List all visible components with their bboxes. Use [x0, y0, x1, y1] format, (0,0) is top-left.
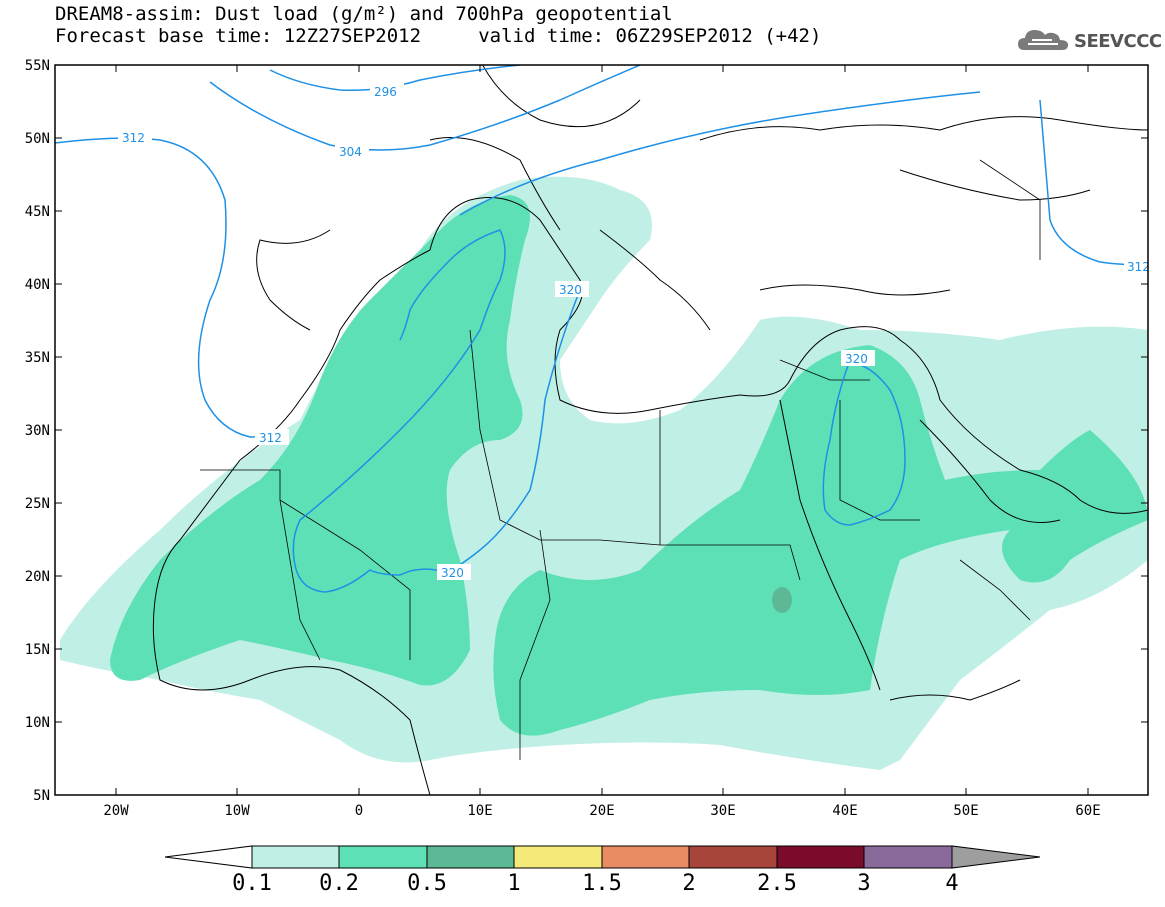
coastlines — [152, 65, 1148, 795]
colorbar-label-1: 1 — [507, 871, 521, 896]
contour-label-296: 296 — [374, 85, 397, 99]
contour-312-west — [55, 137, 271, 438]
lon-label-20e: 20E — [589, 803, 614, 819]
contour-312-east — [1039, 99, 1148, 266]
lat-label-40n: 40N — [25, 277, 50, 293]
lon-label-60e: 60E — [1075, 803, 1100, 819]
lat-label-30n: 30N — [25, 423, 50, 439]
contour-label-320-east: 320 — [845, 352, 868, 366]
lat-label-10n: 10N — [25, 715, 50, 731]
lat-label-50n: 50N — [25, 131, 50, 147]
lat-label-25n: 25N — [25, 496, 50, 512]
colorbar-label-0-1: 0.1 — [232, 871, 272, 896]
geopotential-contours — [55, 65, 1148, 593]
contour-label-320-north: 320 — [559, 283, 582, 297]
colorbar-label-1-5: 1.5 — [582, 871, 622, 896]
lon-label-40e: 40E — [832, 803, 857, 819]
colorbar-label-4: 4 — [945, 871, 959, 896]
contour-label-312-east: 312 — [1127, 260, 1150, 274]
colorbar-label-2: 2 — [682, 871, 696, 896]
lon-label-50e: 50E — [953, 803, 978, 819]
contour-label-304: 304 — [339, 145, 362, 159]
axis-ticks — [55, 64, 1148, 795]
colorbar-label-2-5: 2.5 — [757, 871, 797, 896]
contour-304 — [209, 65, 641, 151]
lon-label-20w: 20W — [103, 803, 129, 819]
seevccc-logo: SEEVCCC — [1016, 24, 1162, 60]
lat-label-20n: 20N — [25, 569, 50, 585]
dust-area-medium — [110, 195, 530, 686]
contour-320-east — [822, 359, 906, 526]
lon-label-10e: 10E — [467, 803, 492, 819]
contour-label-312-south: 312 — [259, 431, 282, 445]
colorbar-label-3: 3 — [857, 871, 871, 896]
contour-320-main — [292, 229, 581, 593]
lat-label-35n: 35N — [25, 350, 50, 366]
lat-label-5n: 5N — [33, 788, 50, 804]
colorbar-label-0-2: 0.2 — [319, 871, 359, 896]
lat-label-15n: 15N — [25, 642, 50, 658]
lon-label-10w: 10W — [224, 803, 250, 819]
cloud-logo-icon — [1018, 30, 1068, 50]
contour-label-320-south: 320 — [441, 566, 464, 580]
title-line-2: Forecast base time: 12Z27SEP2012 valid t… — [55, 25, 822, 47]
lat-label-45n: 45N — [25, 204, 50, 220]
title-line-1: DREAM8-assim: Dust load (g/m²) and 700hP… — [55, 3, 673, 25]
lat-label-55n: 55N — [25, 58, 50, 74]
contour-312-north — [459, 91, 981, 216]
logo-text: SEEVCCC — [1074, 31, 1162, 52]
colorbar-label-0-5: 0.5 — [407, 871, 447, 896]
lon-label-0: 0 — [355, 803, 363, 819]
dust-load-map: 296 304 312 312 320 320 320 312 55N 50N … — [25, 58, 1150, 819]
contour-label-312-west: 312 — [122, 131, 145, 145]
dust-area-dark — [772, 587, 792, 613]
lon-label-30e: 30E — [710, 803, 735, 819]
country-borders — [200, 159, 1041, 760]
dust-area-medium-east — [493, 345, 1148, 736]
